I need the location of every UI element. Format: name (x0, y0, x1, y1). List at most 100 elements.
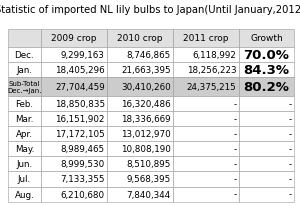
Bar (107, 62, 173, 77)
Bar (8, 77, 41, 96)
Bar (107, 30, 173, 47)
Text: 7,840,344: 7,840,344 (126, 190, 171, 199)
Text: -: - (233, 145, 236, 153)
Bar (107, 142, 173, 157)
Bar (239, 157, 294, 172)
Bar (173, 187, 239, 202)
Text: -: - (233, 190, 236, 199)
Text: 18,336,669: 18,336,669 (121, 115, 171, 123)
Text: 84.3%: 84.3% (243, 63, 290, 76)
Bar (41, 47, 107, 62)
Text: -: - (289, 115, 292, 123)
Text: 10,808,190: 10,808,190 (121, 145, 171, 153)
Text: -: - (289, 130, 292, 138)
Bar (41, 157, 107, 172)
Bar (107, 96, 173, 111)
Bar (41, 30, 107, 47)
Text: 30,410,260: 30,410,260 (121, 82, 171, 91)
Text: 13,012,970: 13,012,970 (121, 130, 171, 138)
Bar (41, 126, 107, 142)
Bar (8, 111, 41, 126)
Text: Growth: Growth (250, 34, 283, 43)
Bar (107, 126, 173, 142)
Text: -: - (289, 99, 292, 108)
Bar (41, 142, 107, 157)
Text: Feb.: Feb. (15, 99, 33, 108)
Bar (107, 157, 173, 172)
Text: Dec.: Dec. (14, 50, 34, 59)
Text: 9,568,395: 9,568,395 (126, 175, 171, 184)
Text: Jan.: Jan. (16, 66, 32, 74)
Text: Apr.: Apr. (16, 130, 33, 138)
Bar (173, 142, 239, 157)
Bar (173, 157, 239, 172)
Text: Jun.: Jun. (16, 160, 32, 169)
Bar (8, 30, 41, 47)
Text: -: - (233, 99, 236, 108)
Text: Sub-Total
Dec.→Jan.: Sub-Total Dec.→Jan. (7, 81, 42, 93)
Bar (41, 62, 107, 77)
Bar (173, 30, 239, 47)
Bar (107, 111, 173, 126)
Bar (107, 172, 173, 187)
Text: Statistic of imported NL lily bulbs to Japan(Until January,2012): Statistic of imported NL lily bulbs to J… (0, 5, 300, 15)
Text: Mar.: Mar. (15, 115, 34, 123)
Text: 16,320,486: 16,320,486 (121, 99, 171, 108)
Bar (8, 157, 41, 172)
Text: 8,746,865: 8,746,865 (126, 50, 171, 59)
Bar (8, 187, 41, 202)
Text: -: - (233, 175, 236, 184)
Text: 2011 crop: 2011 crop (183, 34, 229, 43)
Bar (173, 47, 239, 62)
Bar (173, 96, 239, 111)
Text: 7,133,355: 7,133,355 (60, 175, 105, 184)
Text: -: - (289, 175, 292, 184)
Bar (239, 111, 294, 126)
Bar (239, 47, 294, 62)
Bar (239, 77, 294, 96)
Text: 16,151,902: 16,151,902 (55, 115, 105, 123)
Text: -: - (233, 130, 236, 138)
Text: -: - (233, 160, 236, 169)
Bar (107, 187, 173, 202)
Text: 17,172,105: 17,172,105 (55, 130, 105, 138)
Text: -: - (289, 145, 292, 153)
Bar (239, 96, 294, 111)
Bar (8, 96, 41, 111)
Text: May.: May. (15, 145, 34, 153)
Text: 18,405,296: 18,405,296 (55, 66, 105, 74)
Bar (239, 62, 294, 77)
Bar (173, 62, 239, 77)
Text: 2009 crop: 2009 crop (51, 34, 97, 43)
Bar (173, 77, 239, 96)
Bar (8, 62, 41, 77)
Text: 21,663,395: 21,663,395 (121, 66, 171, 74)
Bar (41, 187, 107, 202)
Bar (41, 172, 107, 187)
Bar (239, 187, 294, 202)
Bar (8, 47, 41, 62)
Text: 6,118,992: 6,118,992 (193, 50, 236, 59)
Bar (41, 111, 107, 126)
Bar (173, 172, 239, 187)
Text: 2010 crop: 2010 crop (117, 34, 163, 43)
Text: 9,299,163: 9,299,163 (61, 50, 105, 59)
Bar (173, 111, 239, 126)
Text: 80.2%: 80.2% (244, 81, 290, 93)
Bar (239, 172, 294, 187)
Text: 18,850,835: 18,850,835 (55, 99, 105, 108)
Bar (239, 126, 294, 142)
Bar (8, 142, 41, 157)
Bar (239, 142, 294, 157)
Text: 18,256,223: 18,256,223 (187, 66, 236, 74)
Text: 6,210,680: 6,210,680 (61, 190, 105, 199)
Text: 8,510,895: 8,510,895 (126, 160, 171, 169)
Text: -: - (233, 115, 236, 123)
Text: 8,989,465: 8,989,465 (61, 145, 105, 153)
Text: -: - (289, 190, 292, 199)
Bar (107, 47, 173, 62)
Bar (107, 77, 173, 96)
Bar (173, 126, 239, 142)
Bar (8, 172, 41, 187)
Bar (8, 126, 41, 142)
